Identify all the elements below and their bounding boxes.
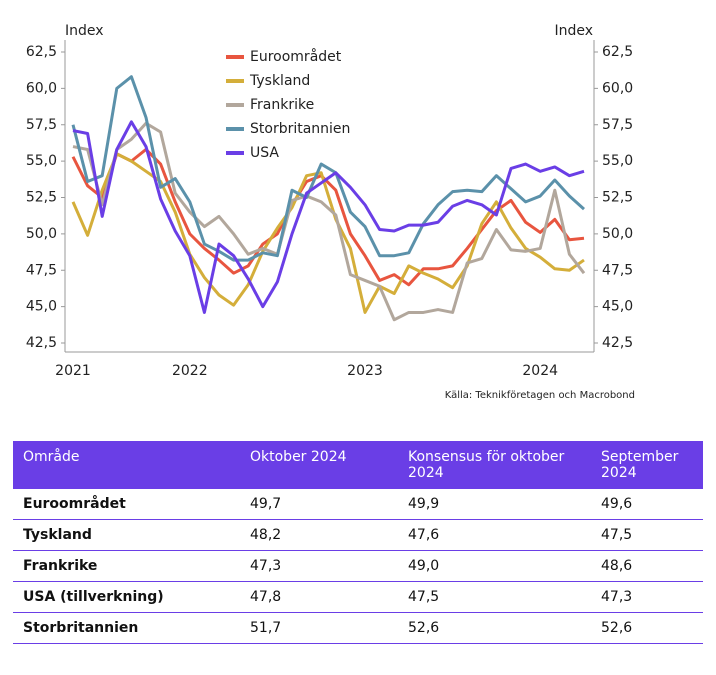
y2-tick-label: 55,0 <box>602 153 633 169</box>
y-axis-label: Index <box>65 23 104 39</box>
table-header: Område Oktober 2024 Konsensus för oktober … <box>13 441 703 489</box>
table-cell: Euroområdet <box>13 489 240 520</box>
x-tick-label: 2024 <box>522 363 558 379</box>
y-tick-label: 52,5 <box>26 190 57 206</box>
legend-label: Storbritannien <box>250 121 350 137</box>
table-cell: 49,9 <box>398 489 591 520</box>
legend-label: USA <box>250 145 279 161</box>
y2-tick-label: 42,5 <box>602 335 633 351</box>
table-cell: 51,7 <box>240 612 398 644</box>
y-tick-label: 42,5 <box>26 335 57 351</box>
table-row: Storbritannien 51,7 52,6 52,6 <box>13 612 703 644</box>
table-cell: 47,5 <box>398 581 591 613</box>
y-tick-label: 57,5 <box>26 117 57 133</box>
table-cell: Tyskland <box>13 519 240 551</box>
column-header: Oktober 2024 <box>240 441 398 489</box>
table-cell: 47,3 <box>240 550 398 582</box>
table-row: Euroområdet 49,7 49,9 49,6 <box>13 489 703 520</box>
y2-axis-label: Index <box>554 23 593 39</box>
table-cell: Frankrike <box>13 550 240 582</box>
table-cell: 49,0 <box>398 550 591 582</box>
x-tick-label: 2022 <box>172 363 208 379</box>
legend-label: Frankrike <box>250 97 314 113</box>
table-cell: 52,6 <box>591 612 703 644</box>
series-line <box>72 121 586 322</box>
table-row: Tyskland 48,2 47,6 47,5 <box>13 519 703 551</box>
y2-tick-label: 50,0 <box>602 226 633 242</box>
table-cell: 47,5 <box>591 519 703 551</box>
table-cell: 52,6 <box>398 612 591 644</box>
table-cell: 49,6 <box>591 489 703 520</box>
y-tick-label: 47,5 <box>26 262 57 278</box>
table-row: Frankrike 47,3 49,0 48,6 <box>13 550 703 582</box>
y2-tick-label: 57,5 <box>602 117 633 133</box>
column-header: Konsensus för oktober 2024 <box>398 441 591 489</box>
y-tick-label: 60,0 <box>26 80 57 96</box>
legend-label: Euroområdet <box>250 48 342 65</box>
y-tick-label: 55,0 <box>26 153 57 169</box>
y2-tick-label: 52,5 <box>602 190 633 206</box>
y2-tick-label: 45,0 <box>602 299 633 315</box>
legend-label: Tyskland <box>249 73 310 89</box>
series-line <box>71 75 586 262</box>
table-row: USA (tillverkning) 47,8 47,5 47,3 <box>13 581 703 613</box>
x-tick-label: 2021 <box>55 363 91 379</box>
table-cell: 47,8 <box>240 581 398 613</box>
source: Källa: Teknikföretagen och Macrobond <box>445 390 635 401</box>
table-cell: 49,7 <box>240 489 398 520</box>
y-tick-label: 50,0 <box>26 226 57 242</box>
table-cell: 47,3 <box>591 581 703 613</box>
y2-tick-label: 62,5 <box>602 44 633 60</box>
y-tick-label: 62,5 <box>26 44 57 60</box>
table-cell: 47,6 <box>398 519 591 551</box>
column-header: Område <box>13 441 240 489</box>
table-cell: Storbritannien <box>13 612 240 644</box>
y2-tick-label: 47,5 <box>602 262 633 278</box>
table-cell: 48,6 <box>591 550 703 582</box>
chart: Index Index Källa: Teknikföretagen och M… <box>26 23 635 401</box>
y2-tick-label: 60,0 <box>602 80 633 96</box>
y-tick-label: 45,0 <box>26 299 57 315</box>
table: Område Oktober 2024 Konsensus för oktober … <box>13 441 703 644</box>
column-header: September 2024 <box>591 441 703 489</box>
series-line <box>72 120 585 314</box>
x-tick-label: 2023 <box>347 363 383 379</box>
table-cell: USA (tillverkning) <box>13 581 240 613</box>
table-cell: 48,2 <box>240 519 398 551</box>
